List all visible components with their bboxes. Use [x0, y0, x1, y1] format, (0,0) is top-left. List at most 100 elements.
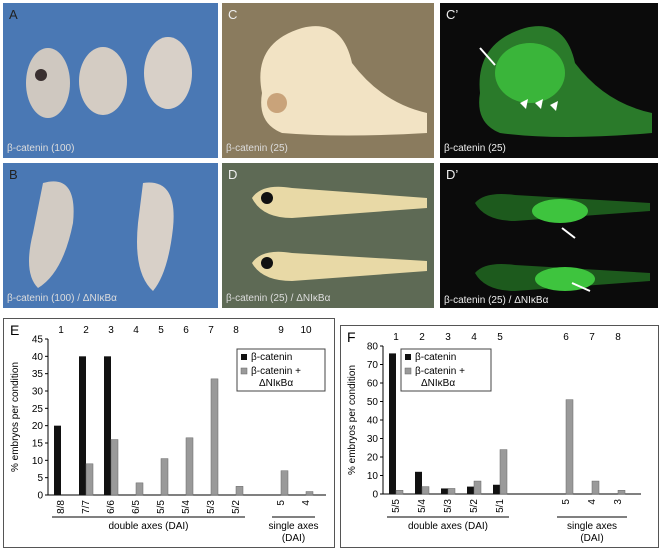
x-tick-label: 6/5: [131, 500, 142, 514]
column-number: 10: [300, 325, 312, 336]
x-tick-label: 4: [587, 499, 598, 505]
bar-beta-catenin: [441, 488, 448, 494]
bar-beta-catenin-dnikba: [305, 491, 314, 496]
bar-beta-catenin-dnikba: [591, 480, 600, 495]
y-tick-label: 0: [372, 490, 378, 501]
panel-letter: B: [9, 167, 18, 182]
panel-b-photo: B β-catenin (100) / ΔNIκBα: [3, 163, 218, 308]
arrowhead-icon: [550, 101, 558, 111]
bar-beta-catenin-dnikba: [447, 488, 456, 495]
legend-entry: β-catenin +: [251, 366, 301, 377]
y-tick-label: 30: [367, 434, 379, 445]
group-label: single axes: [567, 521, 617, 532]
arrowhead-icon: [535, 99, 543, 109]
column-number: 3: [445, 332, 451, 343]
x-tick-label: 5/5: [156, 500, 167, 514]
y-tick-label: 35: [32, 369, 44, 380]
bar-beta-catenin-dnikba: [617, 490, 626, 495]
bar-chart-e: E% embryos per condition0510152025303540…: [10, 322, 326, 544]
bar-beta-catenin-dnikba: [185, 437, 194, 496]
y-tick-label: 15: [32, 439, 44, 450]
bar-beta-catenin: [104, 356, 111, 495]
y-tick-label: 40: [367, 416, 379, 427]
legend-entry: β-catenin: [415, 352, 456, 363]
column-number: 8: [233, 325, 239, 336]
panel-caption: β-catenin (25): [444, 143, 506, 154]
bar-chart-f: F % embryos per condition 0 10 20 30 40 50 60 70 8…: [347, 329, 641, 544]
panel-letter: C’: [446, 7, 459, 22]
panel-d-photo: D β-catenin (25) / ΔNIκBα: [222, 163, 434, 308]
column-number: 7: [208, 325, 214, 336]
y-tick-label: 20: [32, 421, 44, 432]
y-tick-label: 80: [367, 342, 379, 353]
y-tick-label: 30: [32, 387, 44, 398]
column-number: 2: [419, 332, 425, 343]
legend-swatch: [404, 367, 412, 375]
y-tick-label: 20: [367, 453, 379, 464]
panel-caption: β-catenin (100) / ΔNIκBα: [7, 293, 117, 304]
bar-beta-catenin: [54, 425, 61, 495]
column-number: 1: [393, 332, 399, 343]
x-tick-label: 7/7: [81, 500, 92, 514]
column-number: 8: [615, 332, 621, 343]
column-number: 1: [58, 325, 64, 336]
panel-caption: β-catenin (100): [7, 143, 75, 154]
column-number: 7: [589, 332, 595, 343]
panel-letter: A: [9, 7, 18, 22]
y-tick-label: 5: [37, 473, 43, 484]
panel-letter: D: [228, 167, 238, 182]
bar-beta-catenin-dnikba: [280, 470, 289, 496]
bar-beta-catenin-dnikba: [565, 399, 574, 495]
y-tick-label: 10: [32, 456, 44, 467]
bar-beta-catenin: [79, 356, 86, 495]
panel-e-chart: E% embryos per condition 0 5 10 15 20 25 30 35 40…: [3, 318, 335, 548]
y-tick-label: 45: [32, 335, 44, 346]
panel-letter: C: [228, 7, 238, 22]
y-tick-label: 50: [367, 397, 379, 408]
bar-beta-catenin-dnikba: [235, 486, 244, 496]
bar-beta-catenin-dnikba: [473, 480, 482, 495]
y-tick-label: 10: [367, 471, 379, 482]
legend-entry: ΔNIκBα: [259, 378, 293, 389]
y-tick-label: 60: [367, 379, 379, 390]
column-number: 9: [278, 325, 284, 336]
panel-d-prime-photo: D’ β-catenin (25) / ΔNIκBα: [440, 163, 658, 308]
x-tick-label: 5/2: [231, 500, 242, 514]
x-tick-label: 4: [301, 500, 312, 506]
bar-beta-catenin-dnikba: [85, 463, 94, 496]
panel-letter: F: [347, 329, 356, 345]
arrowhead-icon: [520, 99, 528, 109]
y-tick-label: 25: [32, 404, 44, 415]
panel-caption: β-catenin (25) / ΔNIκBα: [226, 293, 331, 304]
bar-beta-catenin-dnikba: [210, 378, 219, 496]
panel-caption: β-catenin (25) / ΔNIκBα: [444, 295, 549, 306]
y-axis-label: % embryos per condition: [347, 365, 358, 475]
x-tick-label: 5/1: [495, 499, 506, 513]
bar-beta-catenin-dnikba: [135, 482, 144, 496]
panel-letter: E: [10, 322, 19, 338]
legend-swatch: [405, 354, 411, 360]
panel-letter: D’: [446, 167, 459, 182]
column-number: 4: [471, 332, 477, 343]
y-axis-label: % embryos per condition: [10, 362, 21, 472]
x-tick-label: 6/6: [106, 500, 117, 514]
arrow-icon: [571, 282, 591, 292]
column-number: 6: [563, 332, 569, 343]
column-number: 5: [158, 325, 164, 336]
legend-entry: β-catenin: [251, 352, 292, 363]
column-number: 6: [183, 325, 189, 336]
bar-beta-catenin-dnikba: [110, 439, 119, 496]
panel-c-prime-photo: C’ β-catenin (25): [440, 3, 658, 158]
embryo-illustration: [29, 181, 174, 291]
column-number: 2: [83, 325, 89, 336]
x-tick-label: 5: [561, 499, 572, 505]
x-tick-label: 5/3: [206, 500, 217, 514]
y-tick-label: 40: [32, 352, 44, 363]
panel-f-chart: F % embryos per condition 0 10 20 30 40 50 60 70 8…: [340, 325, 659, 548]
panel-caption: β-catenin (25): [226, 143, 288, 154]
fluorescence-illustration: [479, 26, 652, 138]
group-label: (DAI): [580, 533, 603, 544]
bar-beta-catenin-dnikba: [160, 458, 169, 496]
group-label: double axes (DAI): [108, 521, 188, 532]
x-tick-label: 5/5: [391, 499, 402, 513]
